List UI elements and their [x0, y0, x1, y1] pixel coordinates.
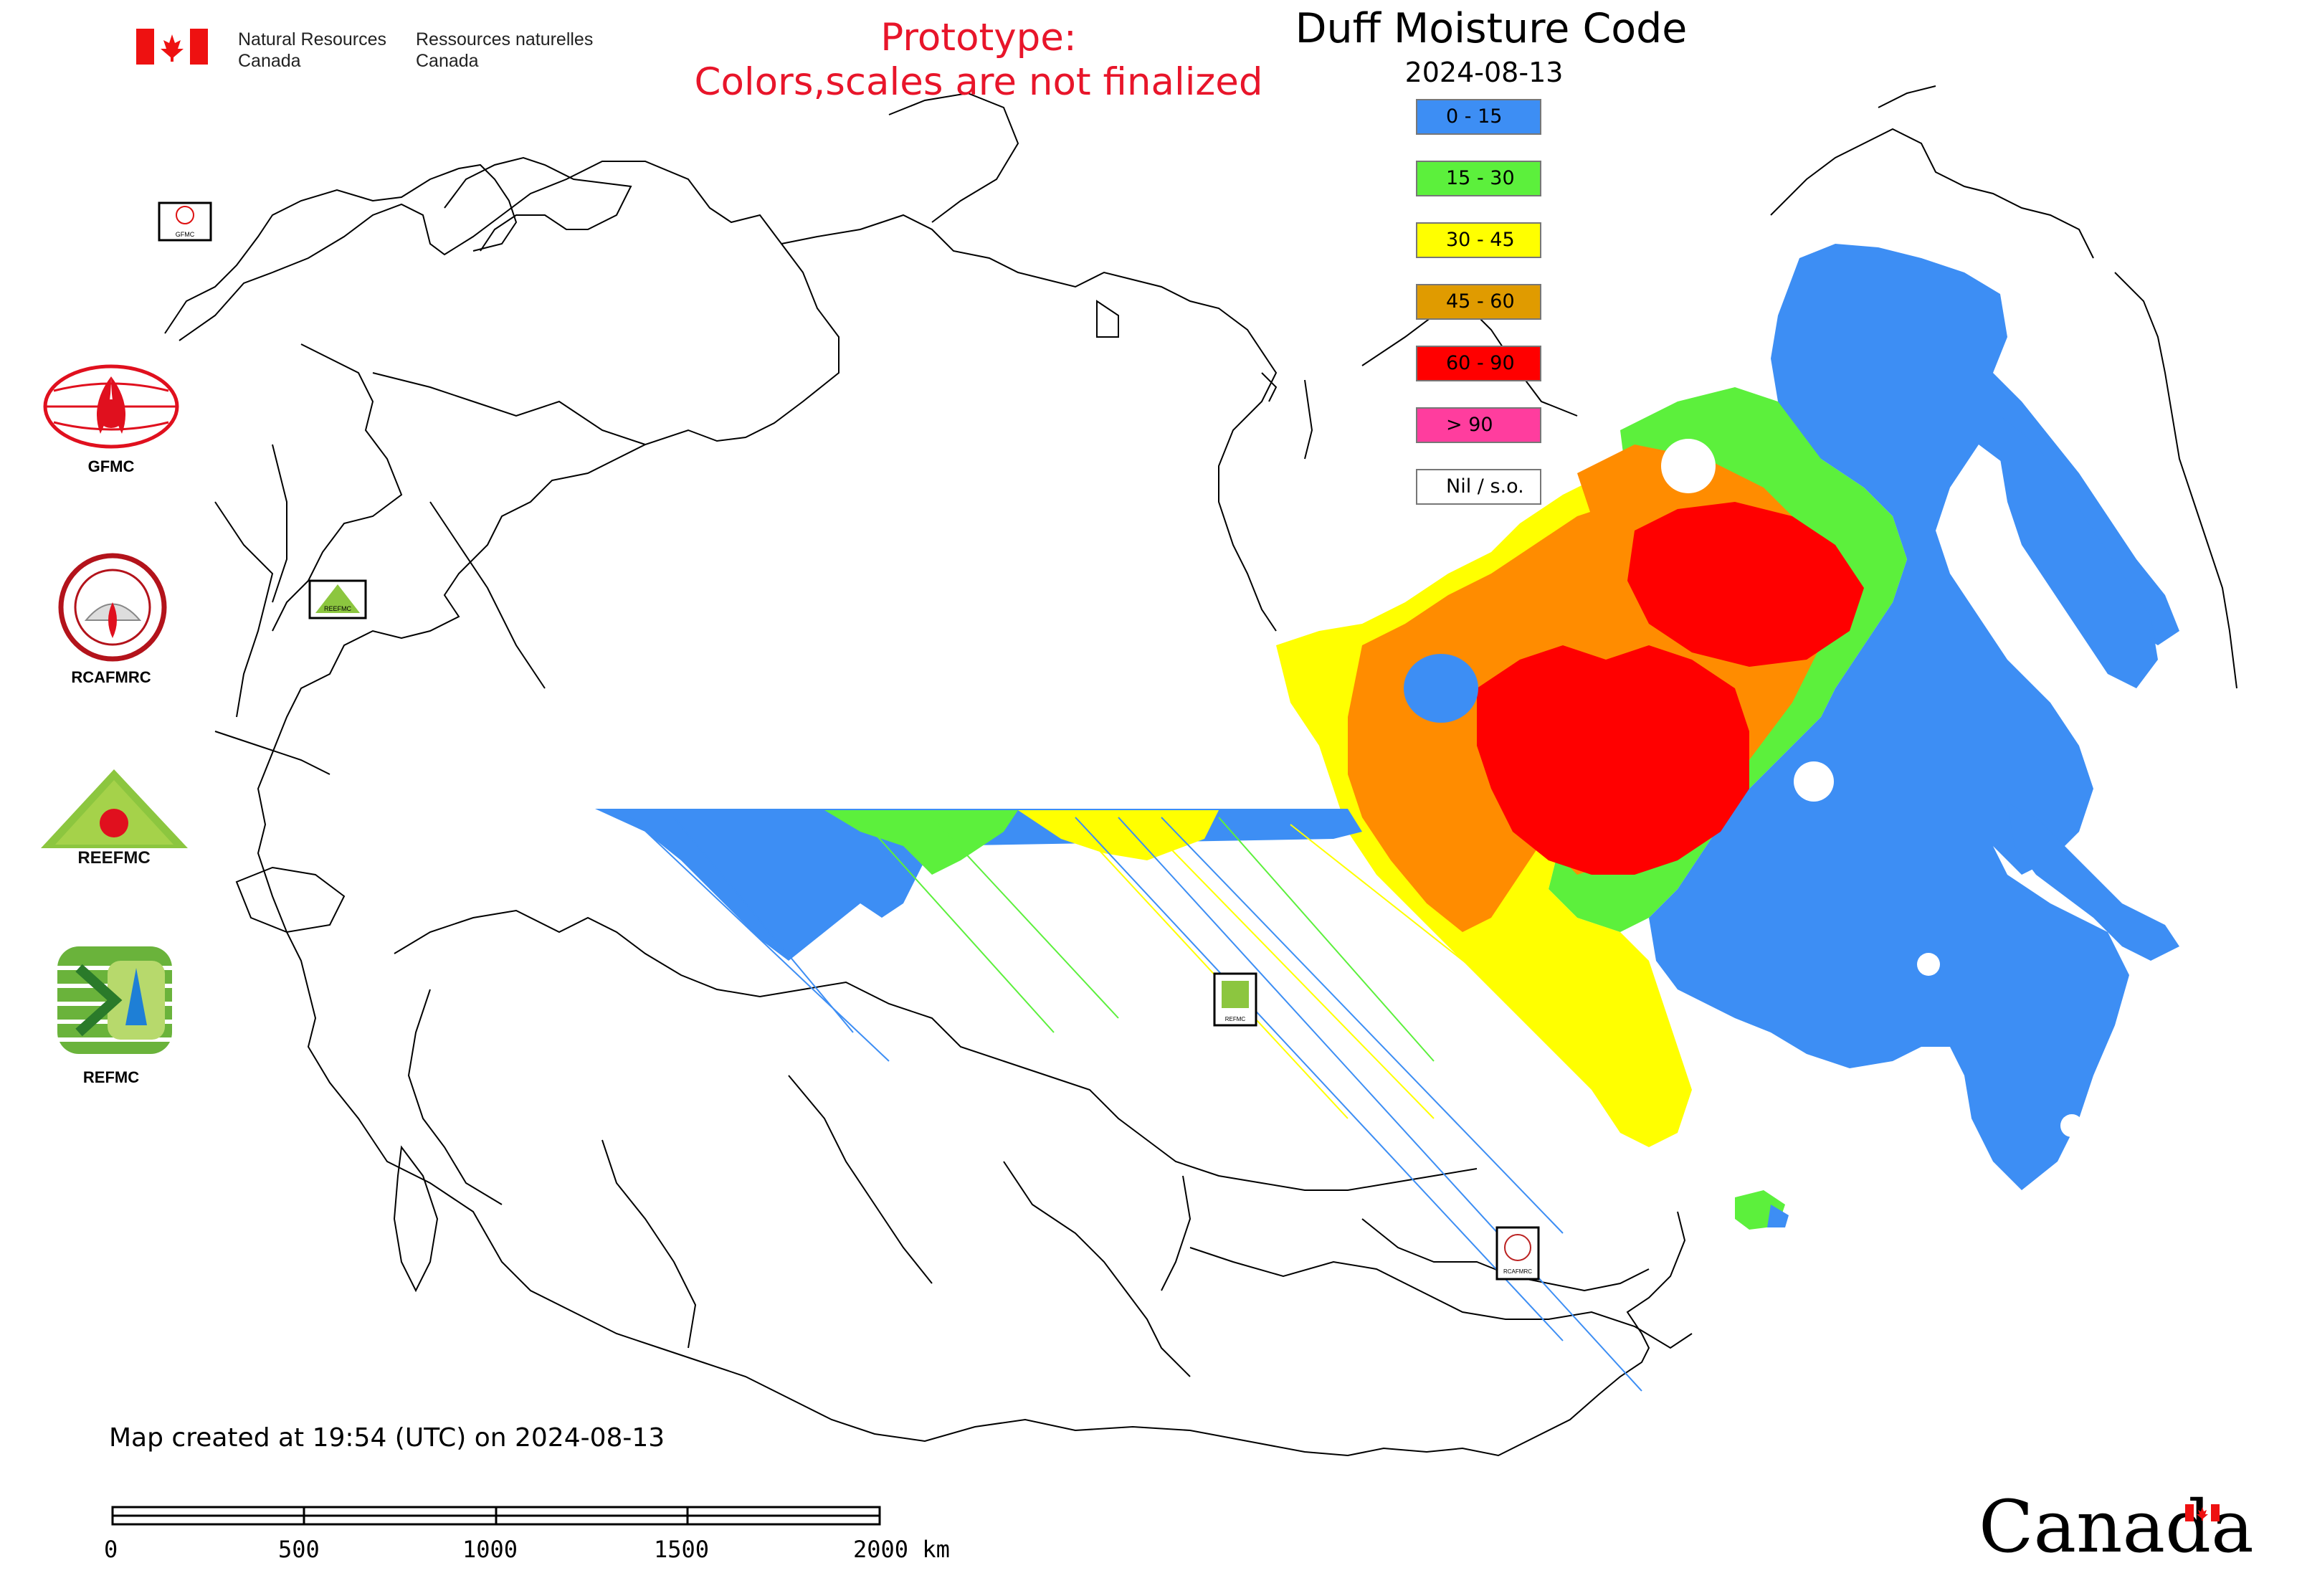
canada-wordmark-flag-icon: [2185, 1504, 2220, 1521]
map-marker-refmc-label: REFMC: [1225, 1016, 1246, 1022]
reefmc-logo-icon: REEFMC: [37, 769, 191, 868]
map-title: Duff Moisture Code: [1295, 5, 1688, 52]
gfmc-logo-icon: [43, 364, 179, 449]
legend-label: Nil / s.o.: [1446, 475, 1524, 498]
legend-label: > 90: [1446, 414, 1493, 436]
map-date: 2024-08-13: [1404, 57, 1564, 88]
scale-label-2000-km: 2000 km: [853, 1536, 950, 1563]
prototype-notice-line2: Colors,scales are not finalized: [694, 60, 1263, 104]
gov-name-en-line1: Natural Resources: [238, 29, 387, 49]
legend-item-60-90: 60 - 90: [1416, 346, 1541, 381]
map-created-timestamp: Map created at 19:54 (UTC) on 2024-08-13: [109, 1423, 665, 1453]
legend-label: 0 - 15: [1446, 105, 1503, 128]
map-marker-rcafmrc-label: RCAFMRC: [1503, 1268, 1532, 1275]
refmc-logo-icon: [57, 946, 172, 1054]
legend-item-nil: Nil / s.o.: [1416, 469, 1541, 505]
legend-item-0-15: 0 - 15: [1416, 99, 1541, 135]
scale-label-0: 0: [104, 1536, 118, 1563]
rcafmrc-logo-icon: [58, 553, 167, 662]
prototype-notice: Prototype: Colors,scales are not finaliz…: [645, 16, 1312, 105]
canada-wordmark: Canada: [1979, 1485, 2254, 1569]
map-marker-rcafmrc[interactable]: RCAFMRC: [1495, 1226, 1540, 1281]
gov-name-fr-line2: Canada: [416, 51, 479, 71]
gov-name-fr: Ressources naturelles Canada: [416, 29, 593, 72]
prototype-notice-line1: Prototype:: [880, 16, 1077, 60]
legend-label: 15 - 30: [1446, 167, 1515, 189]
legend-item-45-60: 45 - 60: [1416, 284, 1541, 320]
gfmc-caption: GFMC: [87, 457, 135, 475]
map-marker-gfmc[interactable]: GFMC: [158, 201, 212, 242]
legend-label: 45 - 60: [1446, 290, 1515, 313]
scale-label-500: 500: [278, 1536, 320, 1563]
gov-name-en-line2: Canada: [238, 51, 301, 71]
gov-name-en: Natural Resources Canada: [238, 29, 386, 72]
scale-label-1500: 1500: [654, 1536, 710, 1563]
canada-flag-icon: [136, 29, 208, 65]
map-marker-refmc[interactable]: REFMC: [1213, 972, 1257, 1027]
scale-bar: [111, 1506, 881, 1526]
map-marker-gfmc-label: GFMC: [176, 231, 195, 238]
map-marker-reefmc[interactable]: REEFMC: [308, 579, 367, 619]
legend-label: 60 - 90: [1446, 352, 1515, 374]
map-marker-reefmc-label: REEFMC: [324, 605, 352, 612]
scale-label-1000: 1000: [462, 1536, 518, 1563]
gov-name-fr-line1: Ressources naturelles: [416, 29, 594, 49]
refmc-caption: REFMC: [82, 1068, 140, 1086]
rcafmrc-caption: RCAFMRC: [71, 668, 151, 686]
legend-item-30-45: 30 - 45: [1416, 222, 1541, 258]
legend-item-15-30: 15 - 30: [1416, 161, 1541, 196]
legend-label: 30 - 45: [1446, 229, 1515, 251]
legend-item-gt-90: > 90: [1416, 407, 1541, 443]
dmc-data-layer: [595, 244, 2179, 1392]
svg-text:REEFMC: REEFMC: [77, 848, 150, 868]
